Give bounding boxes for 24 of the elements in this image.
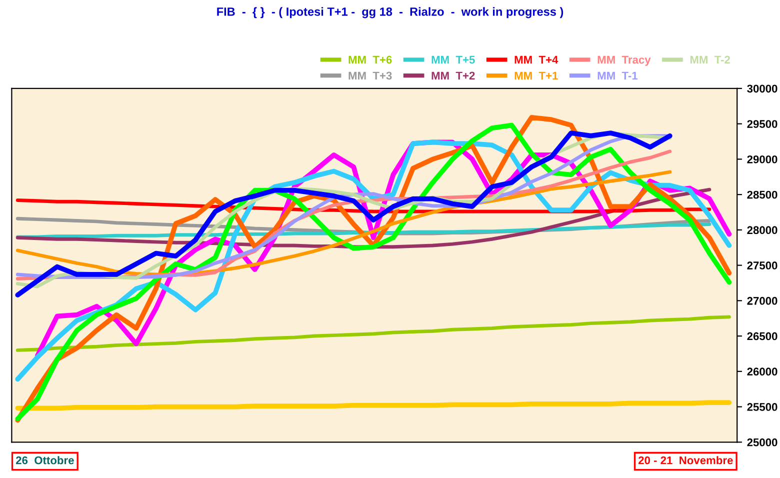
y-tick-label: 29500: [747, 120, 778, 128]
legend-label: MM T+3: [348, 72, 392, 80]
legend-label: MM T-1: [598, 72, 638, 80]
y-tick-label: 27500: [747, 262, 778, 270]
y-tick-label: 26000: [747, 368, 778, 376]
y-tick-label: 30000: [747, 84, 778, 93]
y-tick-label: 27000: [747, 296, 778, 305]
chart-title: FIB - { } - ( Ipotesi T+1 - gg 18 - Rialzo - work in progress ): [217, 7, 564, 18]
legend-label: MM T+6: [348, 56, 392, 64]
y-tick-label: 28000: [747, 226, 778, 234]
text: 26 Ottobre: [16, 456, 74, 464]
y-tick-label: 28500: [747, 190, 778, 199]
legend-label: MM Tracy: [598, 56, 651, 66]
y-tick-label: 29000: [747, 155, 778, 164]
legend-label: MM T+5: [432, 56, 475, 64]
text: 20 - 21 Novembre: [638, 456, 733, 464]
y-tick-label: 25500: [747, 403, 778, 411]
legend-label: MM T+4: [514, 56, 558, 64]
y-tick-label: 26500: [747, 332, 778, 340]
line-series: [16, 315, 731, 352]
legend-label: MM T-2: [690, 56, 730, 64]
legend-label: MM T+2: [432, 72, 475, 80]
y-tick-label: 25000: [747, 438, 778, 446]
legend-label: MM T+1: [514, 72, 558, 80]
